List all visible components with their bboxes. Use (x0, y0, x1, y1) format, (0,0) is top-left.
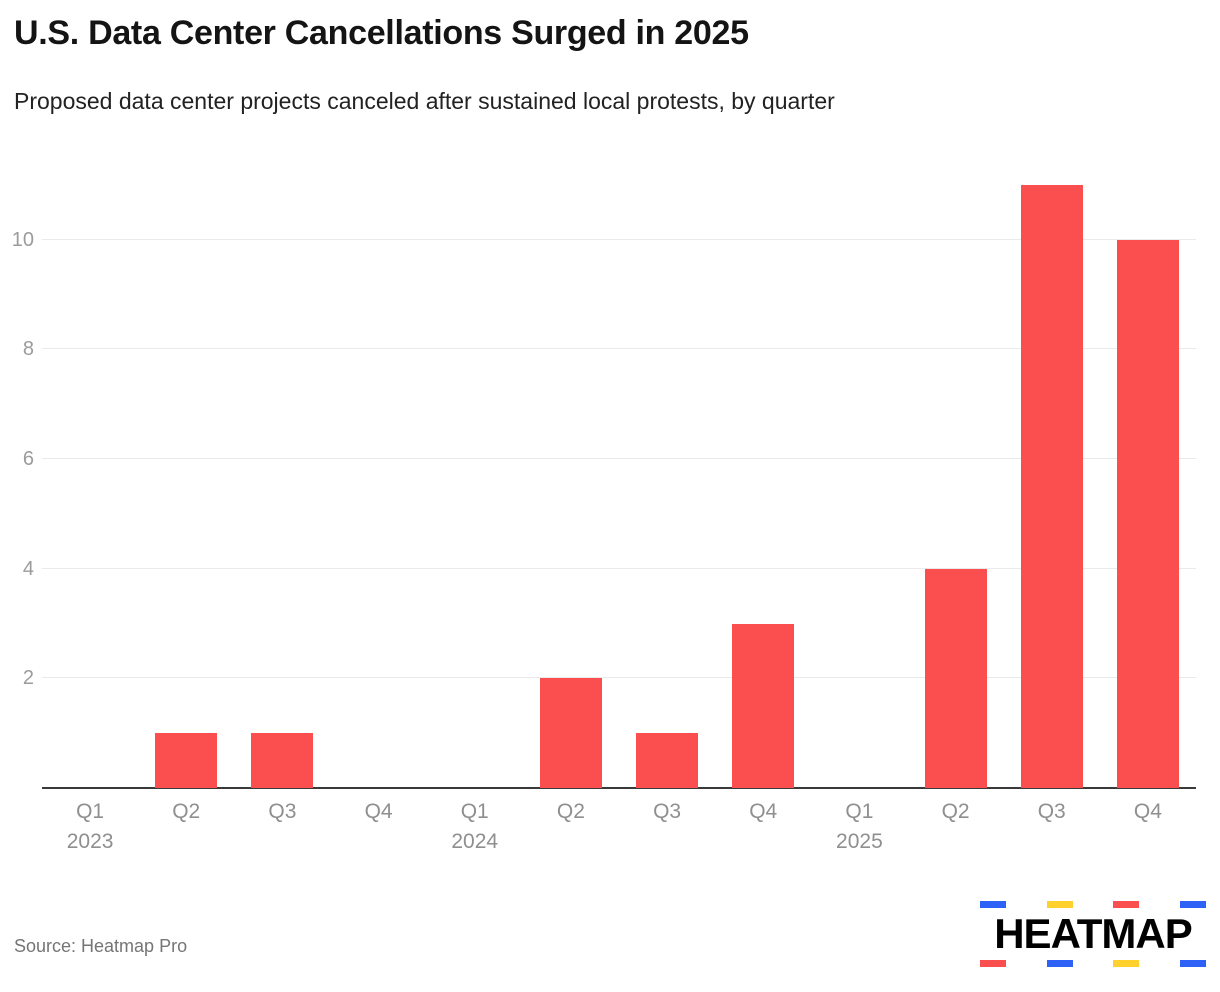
bar-q3-2024 (636, 733, 699, 788)
logo-dash (1179, 901, 1206, 908)
x-tick-label-q1-2025: Q1 (845, 800, 874, 823)
bar-q3-2025 (1020, 185, 1083, 788)
x-tick-label-q4-2025: Q4 (1133, 800, 1162, 823)
bar-q2-2025 (924, 568, 987, 788)
logo-dash (980, 960, 1006, 967)
x-tick-label-q3-2023: Q3 (268, 800, 297, 823)
y-tick-label-6: 6 (22, 448, 34, 471)
bar-q2-2024 (539, 678, 602, 788)
logo-text: HEATMAP (994, 910, 1193, 957)
heatmap-logo: HEATMAP (980, 901, 1206, 967)
x-tick-label-q4-2023: Q4 (364, 800, 393, 823)
logo-dash (1046, 901, 1073, 908)
x-axis-baseline (42, 787, 1196, 789)
bar-chart-plot-area: 2 4 6 8 10 Q1 Q2 Q3 Q4 Q1 Q2 Q3 Q4 Q1 Q2 Q3 Q4 2023 2024 20… (12, 185, 1196, 853)
x-tick-label-q1-2023: Q1 (76, 800, 105, 823)
y-tick-label-4: 4 (22, 557, 34, 580)
x-tick-label-q1-2024: Q1 (460, 800, 489, 823)
gridline-8 (42, 348, 1196, 350)
y-tick-label-8: 8 (22, 338, 34, 361)
logo-dash (980, 901, 1006, 908)
gridline-2 (42, 677, 1196, 679)
bar-q2-2023 (155, 733, 218, 788)
logo-dash (1179, 960, 1206, 967)
y-tick-label-2: 2 (22, 667, 34, 690)
year-label-2024: 2024 (451, 830, 499, 853)
x-tick-label-q3-2024: Q3 (653, 800, 682, 823)
x-tick-label-q2-2025: Q2 (941, 800, 970, 823)
gridline-6 (42, 458, 1196, 460)
x-tick-label-q3-2025: Q3 (1037, 800, 1066, 823)
x-tick-label-q4-2024: Q4 (749, 800, 778, 823)
bar-q4-2025 (1116, 239, 1179, 788)
logo-dash (1113, 960, 1140, 967)
y-tick-label-10: 10 (11, 228, 34, 251)
x-tick-label-q2-2023: Q2 (172, 800, 201, 823)
year-label-2025: 2025 (836, 830, 883, 853)
logo-dashes-top (980, 901, 1206, 908)
year-label-2023: 2023 (66, 830, 114, 853)
source-note: Source: Heatmap Pro (14, 936, 188, 956)
gridline-10 (42, 238, 1196, 240)
logo-dash (1113, 901, 1140, 908)
gridline-4 (42, 567, 1196, 569)
bar-q3-2023 (251, 733, 314, 788)
bar-q4-2024 (732, 623, 795, 788)
logo-dash (1046, 960, 1073, 967)
logo-dashes-bottom (980, 960, 1206, 967)
x-tick-label-q2-2024: Q2 (556, 800, 585, 823)
chart-subtitle: Proposed data center projects canceled a… (14, 88, 835, 114)
chart-title: U.S. Data Center Cancellations Surged in… (14, 14, 749, 52)
